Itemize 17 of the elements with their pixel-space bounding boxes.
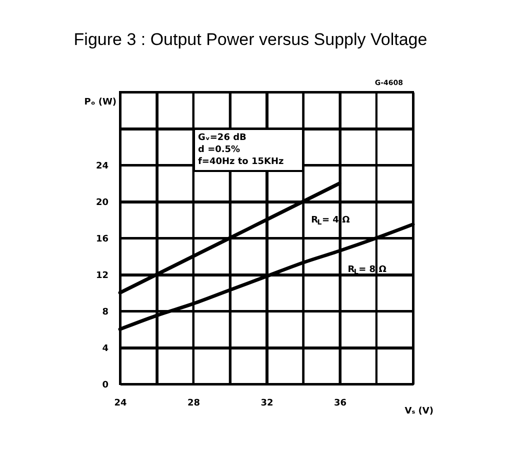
chart-title: Figure 3 : Output Power versus Supply Voltage bbox=[74, 30, 428, 49]
y-tick-label: 12 bbox=[96, 271, 108, 281]
x-tick-label: 28 bbox=[187, 398, 200, 408]
y-tick-label: 8 bbox=[102, 308, 108, 318]
x-tick-label: 32 bbox=[260, 398, 274, 408]
y-tick-label: 0 bbox=[102, 380, 108, 390]
x-tick-label: 24 bbox=[114, 398, 127, 408]
y-axis-title: Pₒ (W) bbox=[84, 98, 116, 108]
y-tick-label: 20 bbox=[96, 198, 108, 208]
y-tick-label: 4 bbox=[102, 344, 108, 354]
x-tick-label: 36 bbox=[334, 398, 347, 408]
y-tick-label: 24 bbox=[96, 162, 108, 172]
x-axis-title: Vₛ (V) bbox=[404, 406, 434, 416]
y-tick-label: 16 bbox=[96, 234, 108, 244]
annotation: d =0.5% bbox=[198, 145, 240, 155]
annotation: Gᵥ=26 dB bbox=[198, 133, 247, 143]
annotation: f=40Hz to 15KHz bbox=[198, 157, 284, 167]
